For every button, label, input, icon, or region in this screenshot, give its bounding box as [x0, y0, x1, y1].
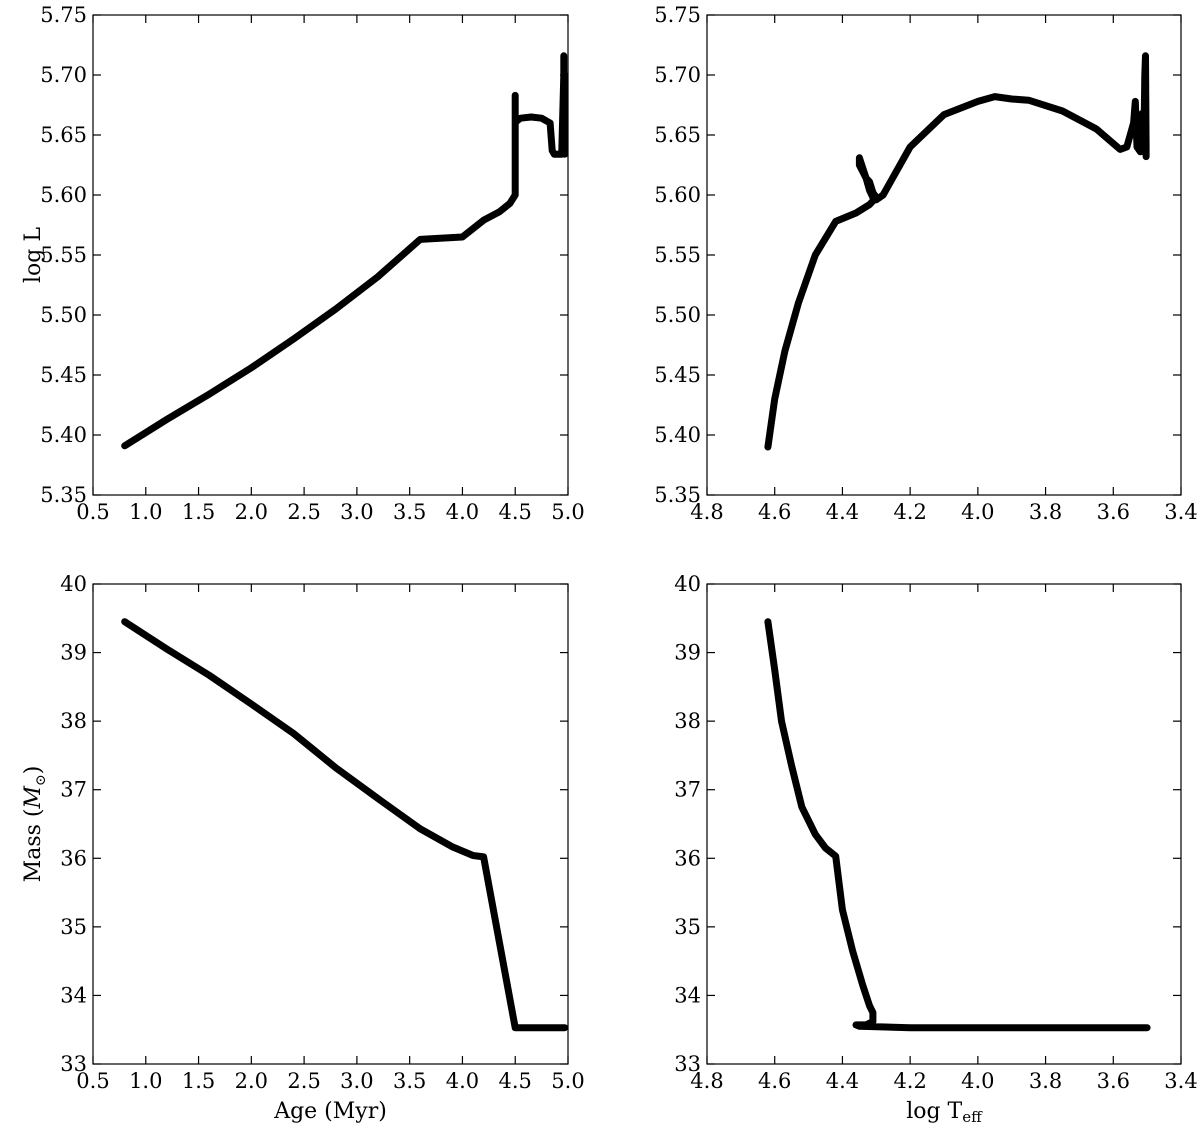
x-tick-label: 4.0 [446, 500, 479, 524]
panel-lum-teff: 4.8 4.6 4.4 4.2 4.0 3.8 3.6 3.4 5.35 5.40 5.45 5.50… [654, 3, 1197, 524]
y-tick-label: 5.55 [654, 243, 701, 267]
y-tick-label: 33 [60, 1052, 87, 1076]
x-tick-label: 4.2 [893, 500, 926, 524]
plot-frame [92, 583, 569, 1065]
y-tick-label: 5.40 [654, 423, 701, 447]
y-tick-label: 5.40 [40, 423, 87, 447]
x-tick-label: 4.8 [690, 1069, 723, 1093]
y-tick-label: 37 [674, 778, 701, 802]
x-tick-label: 1.0 [129, 1069, 162, 1093]
y-tick-label: 37 [60, 778, 87, 802]
series-line-lum-age [121, 52, 569, 450]
x-tick-label: 4.0 [961, 1069, 994, 1093]
y-tick-label: 33 [674, 1052, 701, 1076]
x-tick-label: 1.0 [129, 500, 162, 524]
x-tick-label: 3.4 [1164, 1069, 1197, 1093]
y-tick-label: 36 [60, 846, 87, 870]
x-tick-label: 4.5 [499, 1069, 532, 1093]
x-tick-label: 0.5 [76, 1069, 109, 1093]
x-tick-label: 4.6 [758, 1069, 791, 1093]
y-axis-unit-subscript: ⊙ [33, 774, 49, 786]
y-tick-label: 5.45 [40, 363, 87, 387]
y-tick-label: 35 [60, 915, 87, 939]
x-tick-label: 2.5 [287, 1069, 320, 1093]
y-tick-label: 5.65 [654, 123, 701, 147]
y-tick-label: 38 [60, 709, 87, 733]
y-tick-label: 5.70 [654, 63, 701, 87]
plot-frame [706, 583, 1182, 1065]
y-tick-label: 5.45 [654, 363, 701, 387]
x-tick-label: 3.0 [340, 1069, 373, 1093]
x-tick-label: 5.0 [551, 1069, 584, 1093]
y-axis-unit-close: ) [21, 766, 46, 775]
x-tick-label: 4.2 [893, 1069, 926, 1093]
x-tick-label: 0.5 [76, 500, 109, 524]
y-tick-label: 5.60 [40, 183, 87, 207]
x-tick-label: 3.8 [1029, 500, 1062, 524]
x-tick-label: 1.5 [182, 500, 215, 524]
y-tick-label: 39 [674, 641, 701, 665]
x-axis-label: log Teff [906, 1099, 983, 1126]
x-tick-label: 4.8 [690, 500, 723, 524]
x-tick-label: 1.5 [182, 1069, 215, 1093]
x-tick-label: 4.6 [758, 500, 791, 524]
y-tick-label: 5.70 [40, 63, 87, 87]
x-tick-label: 3.6 [1097, 1069, 1130, 1093]
y-tick-label: 5.60 [654, 183, 701, 207]
series-line-mass-age [121, 618, 569, 1032]
y-axis-unit-open: ( [21, 809, 46, 825]
x-tick-label: 4.5 [499, 500, 532, 524]
x-axis-label-subscript: eff [962, 1108, 983, 1126]
x-tick-label: 5.0 [551, 500, 584, 524]
y-tick-label: 5.75 [654, 3, 701, 27]
panel-mass-teff: 4.8 4.6 4.4 4.2 4.0 3.8 3.6 3.4 33 34 35 36 37 38 39 40… [674, 572, 1197, 1126]
x-tick-label: 3.5 [393, 1069, 426, 1093]
y-tick-label: 5.35 [40, 483, 87, 507]
plot-frame [706, 14, 1182, 496]
x-axis-label: Age (Myr) [273, 1099, 387, 1124]
x-tick-label: 2.5 [287, 500, 320, 524]
y-tick-label: 5.55 [40, 243, 87, 267]
y-tick-label: 34 [674, 983, 701, 1007]
y-tick-label: 40 [674, 572, 701, 596]
x-tick-label: 2.0 [235, 500, 268, 524]
y-tick-label: 36 [674, 846, 701, 870]
x-tick-label: 4.0 [446, 1069, 479, 1093]
x-tick-label: 4.4 [826, 1069, 859, 1093]
y-tick-label: 38 [674, 709, 701, 733]
y-axis-label: Mass (M⊙) [21, 766, 49, 883]
y-tick-label: 5.50 [40, 303, 87, 327]
x-tick-label: 3.8 [1029, 1069, 1062, 1093]
y-tick-label: 34 [60, 983, 87, 1007]
y-axis-unit: M [21, 786, 46, 810]
panel-mass-age: 0.5 1.0 1.5 2.0 2.5 3.0 3.5 4.0 4.5 5.0 33 34 35 36 37… [21, 572, 585, 1124]
y-tick-label: 35 [674, 915, 701, 939]
y-tick-label: 5.35 [654, 483, 701, 507]
x-tick-label: 4.4 [826, 500, 859, 524]
x-tick-label: 3.4 [1164, 500, 1197, 524]
x-tick-label: 4.0 [961, 500, 994, 524]
x-tick-label: 3.5 [393, 500, 426, 524]
panel-lum-age: 0.5 1.0 1.5 2.0 2.5 3.0 3.5 4.0 4.5 5.0 5.35 5.40 5.… [21, 3, 585, 524]
y-tick-label: 5.75 [40, 3, 87, 27]
series-line-mass-teff [764, 618, 1151, 1032]
x-tick-label: 3.0 [340, 500, 373, 524]
series-line-lum-teff [764, 52, 1150, 451]
y-tick-label: 5.50 [654, 303, 701, 327]
y-axis-label: log L [21, 227, 46, 283]
y-tick-label: 40 [60, 572, 87, 596]
x-tick-label: 2.0 [235, 1069, 268, 1093]
y-tick-label: 5.65 [40, 123, 87, 147]
y-tick-label: 39 [60, 641, 87, 665]
x-tick-label: 3.6 [1097, 500, 1130, 524]
